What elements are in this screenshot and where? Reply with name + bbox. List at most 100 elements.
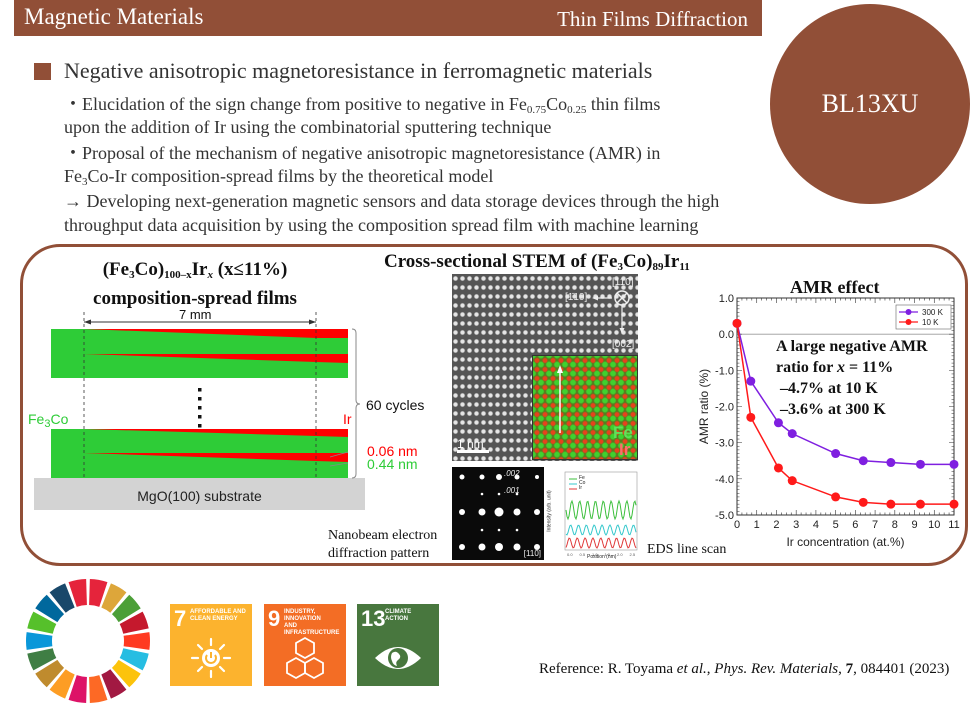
data-point — [886, 499, 896, 509]
x-tick-label: 2 — [773, 519, 779, 531]
substrate-label: MgO(100) substrate — [137, 488, 262, 504]
description-line: ・Elucidation of the sign change from pos… — [64, 94, 661, 116]
beamline-badge: BL13XU — [770, 4, 970, 204]
section-title: Negative anisotropic magnetoresistance i… — [64, 58, 653, 83]
eds-x-tick: 1.5 — [605, 552, 611, 557]
sdg-wheel-segment — [49, 583, 75, 613]
data-point — [915, 499, 925, 509]
x-tick-label: 5 — [833, 519, 839, 531]
arrow-up-icon — [557, 365, 563, 373]
sdg-wheel-segment — [35, 659, 65, 688]
reference-citation: Reference: R. Toyama et al., Phys. Rev. … — [539, 661, 950, 677]
width-label: 7 mm — [179, 307, 212, 322]
description-line: upon the addition of Ir using the combin… — [64, 117, 552, 137]
data-point — [831, 449, 841, 459]
diffraction-pattern-image: .002 .001 [110] — [452, 467, 544, 560]
data-point — [915, 459, 925, 469]
sdg-wheel-segment — [27, 648, 57, 671]
legend-marker — [905, 319, 912, 325]
data-point — [787, 429, 797, 439]
y-tick-label: -1.0 — [715, 365, 734, 377]
description-line: throughput data acquisition by using the… — [64, 215, 699, 235]
data-point — [949, 499, 959, 509]
y-tick-label: -4.0 — [715, 474, 734, 486]
eds-curve-Fe — [565, 499, 637, 521]
sdg-wheel-segment — [111, 594, 141, 623]
ir-wedge — [84, 453, 348, 462]
header-bar: Magnetic Materials Thin Films Diffractio… — [14, 0, 762, 36]
zone-axis-label: [110] — [523, 549, 541, 558]
y-tick-label: -2.0 — [715, 402, 734, 414]
arrow-left-icon — [592, 295, 598, 301]
figure-panel — [20, 244, 968, 566]
stem-title: Cross-sectional STEM of (Fe3Co)89Ir11 — [384, 251, 690, 273]
data-point — [773, 418, 783, 428]
sdg-wheel-segment — [89, 675, 108, 703]
data-point — [949, 459, 959, 469]
ir-wedge — [84, 354, 348, 363]
data-point — [746, 412, 756, 422]
eds-elemental-map — [532, 355, 638, 460]
axis-label-top: [110] — [612, 277, 634, 288]
y-tick-label: -3.0 — [715, 438, 734, 450]
sdg-wheel-segment — [49, 669, 75, 699]
x-axis-label: Ir concentration (at.%) — [786, 535, 904, 549]
map-label-ir: Ir — [619, 440, 631, 459]
data-point — [831, 492, 841, 502]
sdg-wheel-segment — [101, 583, 127, 613]
x-tick-label: 0 — [734, 519, 740, 531]
legend-marker — [905, 309, 912, 315]
eds-x-tick: 2.5 — [630, 552, 636, 557]
eds-line-scan-plot: 0.0 0.5 1.0 1.5 2.0 2.5 Fe Co Ir Intensity (a… — [547, 470, 639, 560]
cubes-icon — [286, 636, 324, 680]
technique-title: Thin Films Diffraction — [557, 7, 748, 31]
chart-title: AMR effect — [790, 277, 880, 297]
diffraction-caption: Nanobeam electron diffraction pattern — [328, 528, 438, 561]
data-point — [773, 463, 783, 473]
sdg-wheel-segment — [89, 579, 108, 607]
amr-chart: 0 1 2 3 4 5 6 7 8 9 10 11 1.0 0.0 -1.0 -2.0 -3.0 -4.0 -5.0… — [697, 293, 960, 549]
ellipsis-icon — [198, 388, 202, 428]
sdg-wheel-segment — [119, 611, 149, 634]
film-diagram-title: (Fe3Co)100–xIrx (x≤11%) composition-spre… — [93, 259, 297, 309]
eds-curve-Co — [565, 524, 637, 536]
eds-curve-Ir — [565, 537, 637, 549]
sdg-wheel-segment — [27, 611, 57, 634]
x-tick-label: 4 — [813, 519, 819, 531]
feco-thickness-label: 0.44 nm — [367, 456, 418, 472]
data-point — [858, 456, 868, 466]
x-tick-label: 6 — [852, 519, 858, 531]
x-tick-label: 9 — [911, 519, 917, 531]
x-tick-label: 1 — [754, 519, 760, 531]
ir-thickness-label: 0.06 nm — [367, 443, 418, 459]
description-line: Fe3Co-Ir composition-spread films by the… — [64, 166, 494, 188]
eds-x-tick: 0.5 — [580, 552, 586, 557]
cycles-brace-icon — [351, 328, 361, 479]
eds-legend-fe: Fe — [579, 475, 585, 481]
x-tick-label: 11 — [948, 519, 959, 531]
ir-wedge — [84, 429, 348, 437]
scale-bar-label: 1 nm — [457, 437, 484, 451]
beamline-label: BL13XU — [821, 89, 919, 118]
substrate-layer — [34, 478, 365, 510]
legend-label: 300 K — [922, 308, 944, 317]
chart-annotation: A large negative AMR ratio for x = 11% –… — [776, 338, 928, 418]
sdg-goal-9: 9 INDUSTRY, INNOVATION AND INFRASTRUCTURE — [264, 604, 346, 686]
description-line: ・Proposal of the mechanism of negative a… — [64, 143, 661, 163]
film-stack-diagram — [34, 312, 365, 510]
legend-box — [895, 304, 952, 330]
eds-legend-ir: Ir — [579, 485, 583, 491]
data-point — [886, 458, 896, 468]
eds-x-tick: 1.0 — [592, 552, 598, 557]
spot-label-001: .001 — [504, 486, 520, 495]
y-tick-label: 1.0 — [719, 293, 734, 305]
legend-label: 10 K — [922, 318, 939, 327]
y-tick-label: -5.0 — [715, 510, 734, 522]
arrow-right-icon — [309, 319, 316, 325]
category-title: Magnetic Materials — [24, 4, 204, 29]
eds-x-tick: 0.0 — [567, 552, 573, 557]
map-label-fe: Fe — [613, 423, 633, 442]
ir-label: Ir — [343, 411, 352, 427]
x-tick-label: 7 — [872, 519, 878, 531]
sdg-goal-7: 7 AFFORDABLE AND CLEAN ENERGY — [170, 604, 252, 686]
